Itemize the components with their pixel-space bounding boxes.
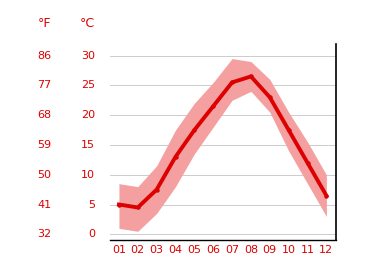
Text: 15: 15 — [81, 140, 95, 150]
Text: 0: 0 — [88, 229, 95, 239]
Text: 41: 41 — [37, 200, 51, 209]
Text: 30: 30 — [81, 51, 95, 61]
Text: 50: 50 — [37, 170, 51, 180]
Text: 77: 77 — [37, 80, 51, 90]
Text: 68: 68 — [37, 110, 51, 120]
Text: 20: 20 — [81, 110, 95, 120]
Text: 10: 10 — [81, 170, 95, 180]
Text: 5: 5 — [88, 200, 95, 209]
Text: 32: 32 — [37, 229, 51, 239]
Text: 25: 25 — [81, 80, 95, 90]
Text: °F: °F — [38, 17, 51, 30]
Text: 86: 86 — [37, 51, 51, 61]
Text: °C: °C — [80, 17, 95, 30]
Text: 59: 59 — [37, 140, 51, 150]
